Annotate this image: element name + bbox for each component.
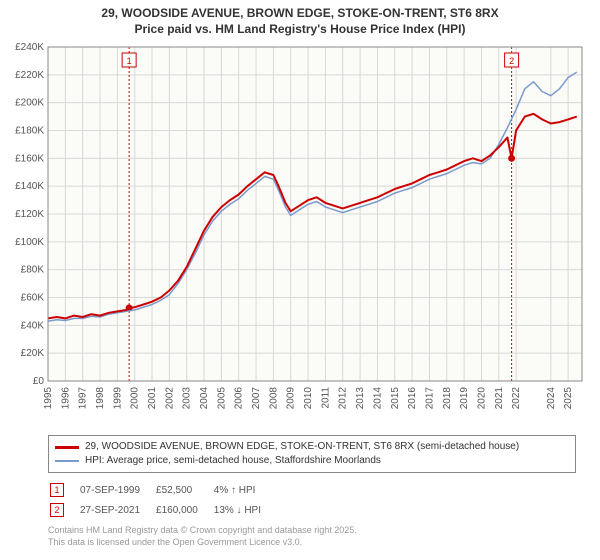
marker-badge-1: 1 [50,483,64,497]
svg-text:£240K: £240K [15,42,44,53]
svg-text:1998: 1998 [95,387,106,410]
svg-text:2016: 2016 [407,387,418,410]
svg-text:2000: 2000 [130,387,141,410]
svg-text:2003: 2003 [182,387,193,410]
svg-text:£60K: £60K [21,293,45,304]
marker-badge-2: 2 [50,503,64,517]
svg-text:2004: 2004 [199,387,210,410]
legend: 29, WOODSIDE AVENUE, BROWN EDGE, STOKE-O… [48,435,576,473]
chart-title: 29, WOODSIDE AVENUE, BROWN EDGE, STOKE-O… [0,0,600,39]
copyright-line-2: This data is licensed under the Open Gov… [48,537,576,549]
svg-text:£180K: £180K [15,126,44,137]
svg-text:2025: 2025 [563,387,574,410]
svg-text:2001: 2001 [147,387,158,410]
svg-text:£20K: £20K [21,348,45,359]
svg-text:£120K: £120K [15,209,44,220]
markers-table: 1 07-SEP-1999 £52,500 4% ↑ HPI 2 27-SEP-… [48,479,277,521]
svg-text:2006: 2006 [234,387,245,410]
svg-text:2002: 2002 [164,387,175,410]
marker-price-2: £160,000 [156,501,212,519]
svg-text:2017: 2017 [424,387,435,410]
svg-text:2021: 2021 [494,387,505,410]
svg-text:£200K: £200K [15,98,44,109]
svg-text:2013: 2013 [355,387,366,410]
chart-area: £0 £20K £40K £60K £80K £100K £120K £140K £160K £1… [0,39,600,429]
title-line-2: Price paid vs. HM Land Registry's House … [0,22,600,38]
title-line-1: 29, WOODSIDE AVENUE, BROWN EDGE, STOKE-O… [0,6,600,22]
svg-text:£160K: £160K [15,154,44,165]
marker-date-2: 27-SEP-2021 [80,501,154,519]
legend-row-2: HPI: Average price, semi-detached house,… [55,454,569,468]
svg-text:1996: 1996 [60,387,71,410]
copyright-line-1: Contains HM Land Registry data © Crown c… [48,525,576,537]
svg-text:2012: 2012 [338,387,349,410]
copyright: Contains HM Land Registry data © Crown c… [48,525,576,548]
marker-date-1: 07-SEP-1999 [80,481,154,499]
svg-text:2022: 2022 [511,387,522,410]
svg-text:£0: £0 [33,376,45,387]
svg-text:£40K: £40K [21,321,45,332]
svg-text:2019: 2019 [459,387,470,410]
svg-text:2024: 2024 [546,387,557,410]
chart-svg: £0 £20K £40K £60K £80K £100K £120K £140K £160K £1… [0,39,600,429]
svg-text:2014: 2014 [372,387,383,410]
legend-label-2: HPI: Average price, semi-detached house,… [85,454,381,468]
legend-swatch-2 [55,460,79,462]
svg-text:2008: 2008 [268,387,279,410]
marker-delta-2: 13% ↓ HPI [214,501,275,519]
svg-text:2015: 2015 [390,387,401,410]
svg-text:1997: 1997 [78,387,89,410]
marker-row-2: 2 27-SEP-2021 £160,000 13% ↓ HPI [50,501,275,519]
svg-text:£80K: £80K [21,265,45,276]
marker-price-1: £52,500 [156,481,212,499]
svg-text:2011: 2011 [320,387,331,409]
svg-text:2: 2 [509,56,514,66]
marker-row-1: 1 07-SEP-1999 £52,500 4% ↑ HPI [50,481,275,499]
marker-delta-1: 4% ↑ HPI [214,481,275,499]
legend-label-1: 29, WOODSIDE AVENUE, BROWN EDGE, STOKE-O… [85,440,519,454]
svg-text:2009: 2009 [286,387,297,410]
svg-text:1995: 1995 [43,387,54,410]
svg-text:2010: 2010 [303,387,314,410]
svg-text:£100K: £100K [15,237,44,248]
svg-text:1: 1 [127,56,132,66]
svg-text:2018: 2018 [442,387,453,410]
svg-text:£220K: £220K [15,70,44,81]
svg-text:1999: 1999 [112,387,123,410]
svg-text:2005: 2005 [216,387,227,410]
legend-row-1: 29, WOODSIDE AVENUE, BROWN EDGE, STOKE-O… [55,440,569,454]
svg-text:2007: 2007 [251,387,262,410]
svg-text:£140K: £140K [15,181,44,192]
legend-swatch-1 [55,446,79,449]
svg-text:2020: 2020 [476,387,487,410]
